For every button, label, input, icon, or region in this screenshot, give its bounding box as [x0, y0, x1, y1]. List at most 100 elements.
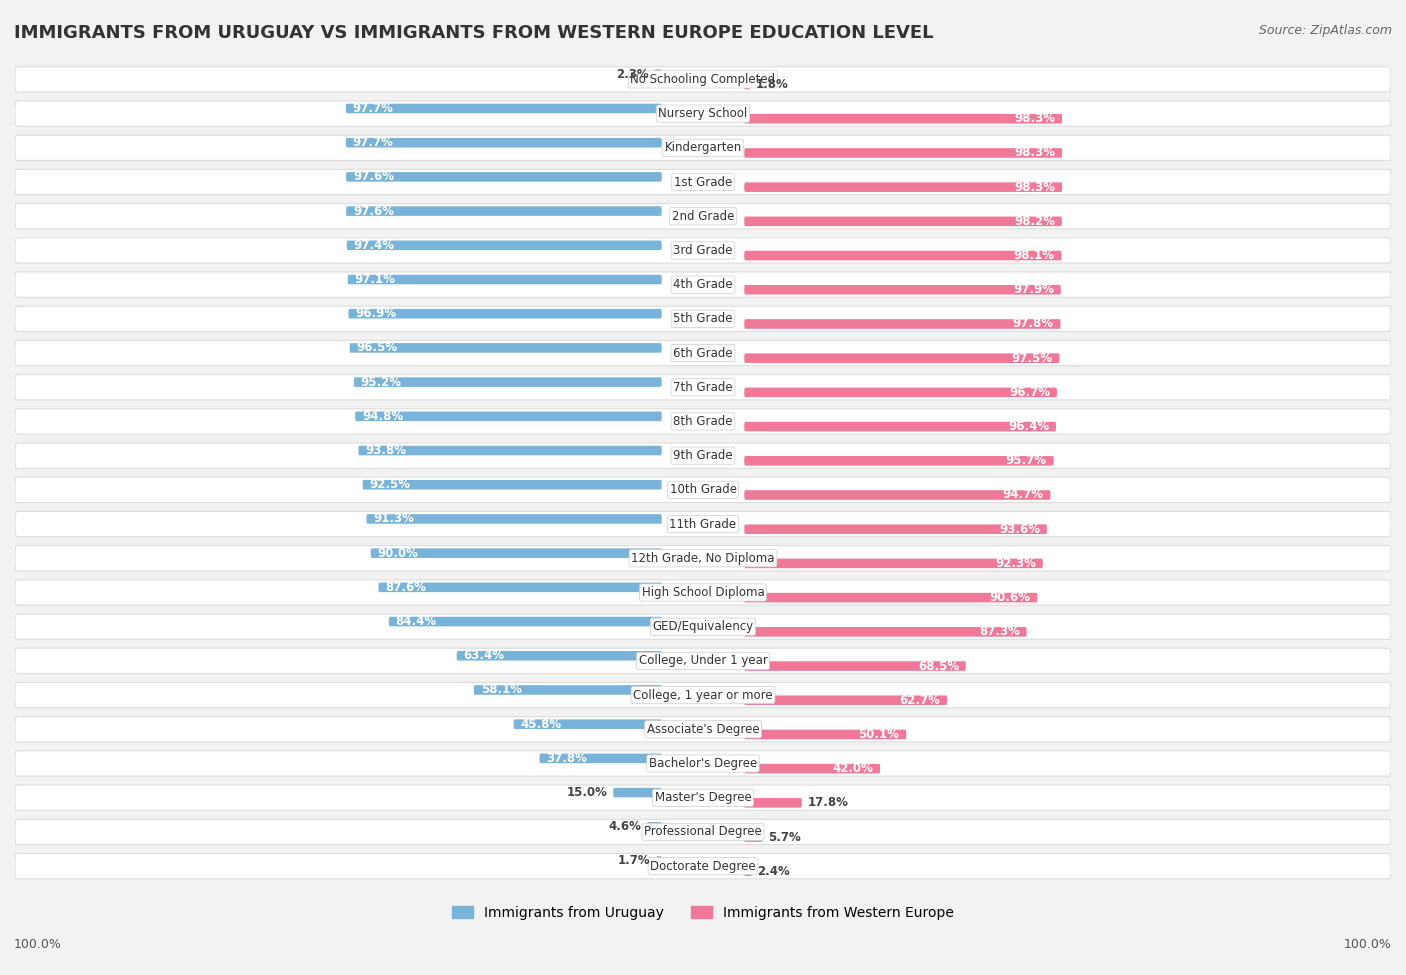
Text: 97.6%: 97.6%: [353, 205, 394, 217]
Text: 98.3%: 98.3%: [1014, 180, 1056, 194]
Text: 93.6%: 93.6%: [1000, 523, 1040, 535]
FancyBboxPatch shape: [744, 80, 749, 90]
FancyBboxPatch shape: [744, 799, 801, 807]
Text: 97.8%: 97.8%: [1012, 318, 1053, 331]
Text: Source: ZipAtlas.com: Source: ZipAtlas.com: [1258, 24, 1392, 37]
Text: 50.1%: 50.1%: [859, 728, 900, 741]
Text: 96.5%: 96.5%: [357, 341, 398, 355]
FancyBboxPatch shape: [744, 148, 1062, 158]
Text: 2nd Grade: 2nd Grade: [672, 210, 734, 222]
Text: 97.4%: 97.4%: [354, 239, 395, 252]
Text: 97.1%: 97.1%: [354, 273, 395, 286]
FancyBboxPatch shape: [744, 695, 948, 705]
FancyBboxPatch shape: [613, 788, 662, 798]
Text: College, 1 year or more: College, 1 year or more: [633, 688, 773, 702]
Text: Doctorate Degree: Doctorate Degree: [650, 860, 756, 873]
FancyBboxPatch shape: [15, 819, 1391, 844]
Text: 62.7%: 62.7%: [900, 694, 941, 707]
FancyBboxPatch shape: [744, 593, 1038, 603]
FancyBboxPatch shape: [744, 216, 1062, 226]
Text: 84.4%: 84.4%: [395, 615, 437, 628]
Text: 9th Grade: 9th Grade: [673, 449, 733, 462]
Text: 11th Grade: 11th Grade: [669, 518, 737, 530]
Text: 12th Grade, No Diploma: 12th Grade, No Diploma: [631, 552, 775, 565]
Text: IMMIGRANTS FROM URUGUAY VS IMMIGRANTS FROM WESTERN EUROPE EDUCATION LEVEL: IMMIGRANTS FROM URUGUAY VS IMMIGRANTS FR…: [14, 24, 934, 42]
Text: 68.5%: 68.5%: [918, 659, 959, 673]
Text: 45.8%: 45.8%: [520, 718, 561, 730]
FancyBboxPatch shape: [744, 729, 907, 739]
Text: 90.6%: 90.6%: [990, 591, 1031, 604]
FancyBboxPatch shape: [346, 173, 662, 181]
FancyBboxPatch shape: [389, 617, 662, 626]
FancyBboxPatch shape: [347, 241, 662, 250]
Text: 5th Grade: 5th Grade: [673, 312, 733, 326]
FancyBboxPatch shape: [349, 309, 662, 319]
FancyBboxPatch shape: [359, 446, 662, 455]
Text: Associate's Degree: Associate's Degree: [647, 722, 759, 736]
Text: 94.7%: 94.7%: [1002, 488, 1043, 501]
FancyBboxPatch shape: [346, 137, 662, 147]
FancyBboxPatch shape: [744, 661, 966, 671]
Text: Kindergarten: Kindergarten: [665, 141, 741, 154]
Text: 1st Grade: 1st Grade: [673, 176, 733, 188]
FancyBboxPatch shape: [15, 101, 1391, 126]
FancyBboxPatch shape: [647, 822, 662, 832]
Text: 2.3%: 2.3%: [616, 68, 648, 81]
Text: 94.8%: 94.8%: [363, 410, 404, 423]
Text: 91.3%: 91.3%: [374, 513, 415, 526]
Text: 96.4%: 96.4%: [1008, 420, 1049, 433]
FancyBboxPatch shape: [15, 204, 1391, 229]
Text: 7th Grade: 7th Grade: [673, 381, 733, 394]
FancyBboxPatch shape: [744, 422, 1056, 431]
FancyBboxPatch shape: [744, 833, 762, 841]
FancyBboxPatch shape: [15, 751, 1391, 776]
FancyBboxPatch shape: [15, 409, 1391, 434]
FancyBboxPatch shape: [347, 275, 662, 285]
FancyBboxPatch shape: [744, 182, 1062, 192]
Text: No Schooling Completed: No Schooling Completed: [630, 73, 776, 86]
FancyBboxPatch shape: [744, 490, 1050, 500]
Text: 100.0%: 100.0%: [1344, 938, 1392, 951]
FancyBboxPatch shape: [15, 682, 1391, 708]
FancyBboxPatch shape: [15, 66, 1391, 92]
FancyBboxPatch shape: [15, 614, 1391, 640]
FancyBboxPatch shape: [15, 512, 1391, 536]
FancyBboxPatch shape: [367, 514, 662, 524]
FancyBboxPatch shape: [744, 559, 1043, 568]
Text: 97.6%: 97.6%: [353, 171, 394, 183]
Text: 58.1%: 58.1%: [481, 683, 522, 696]
FancyBboxPatch shape: [356, 411, 662, 421]
FancyBboxPatch shape: [744, 456, 1053, 466]
Text: Nursery School: Nursery School: [658, 107, 748, 120]
Text: 97.9%: 97.9%: [1012, 284, 1054, 296]
Text: 90.0%: 90.0%: [378, 547, 419, 560]
FancyBboxPatch shape: [15, 170, 1391, 195]
FancyBboxPatch shape: [457, 651, 662, 660]
FancyBboxPatch shape: [15, 340, 1391, 366]
FancyBboxPatch shape: [363, 480, 662, 489]
Text: 87.3%: 87.3%: [979, 625, 1019, 639]
FancyBboxPatch shape: [657, 856, 662, 866]
Text: 92.3%: 92.3%: [995, 557, 1036, 570]
Text: 98.2%: 98.2%: [1014, 214, 1054, 228]
FancyBboxPatch shape: [15, 306, 1391, 332]
FancyBboxPatch shape: [15, 785, 1391, 810]
FancyBboxPatch shape: [744, 627, 1026, 637]
Text: 97.5%: 97.5%: [1012, 352, 1053, 365]
Text: 1.7%: 1.7%: [619, 854, 651, 868]
Text: 3rd Grade: 3rd Grade: [673, 244, 733, 257]
FancyBboxPatch shape: [474, 685, 662, 695]
FancyBboxPatch shape: [654, 69, 662, 79]
FancyBboxPatch shape: [15, 136, 1391, 161]
FancyBboxPatch shape: [744, 319, 1060, 329]
FancyBboxPatch shape: [346, 207, 662, 215]
Text: College, Under 1 year: College, Under 1 year: [638, 654, 768, 668]
Legend: Immigrants from Uruguay, Immigrants from Western Europe: Immigrants from Uruguay, Immigrants from…: [446, 900, 960, 925]
Text: 92.5%: 92.5%: [370, 478, 411, 491]
Text: 42.0%: 42.0%: [832, 762, 873, 775]
FancyBboxPatch shape: [744, 867, 752, 877]
Text: 4.6%: 4.6%: [609, 820, 641, 834]
FancyBboxPatch shape: [744, 353, 1060, 363]
FancyBboxPatch shape: [15, 580, 1391, 605]
FancyBboxPatch shape: [744, 251, 1062, 260]
